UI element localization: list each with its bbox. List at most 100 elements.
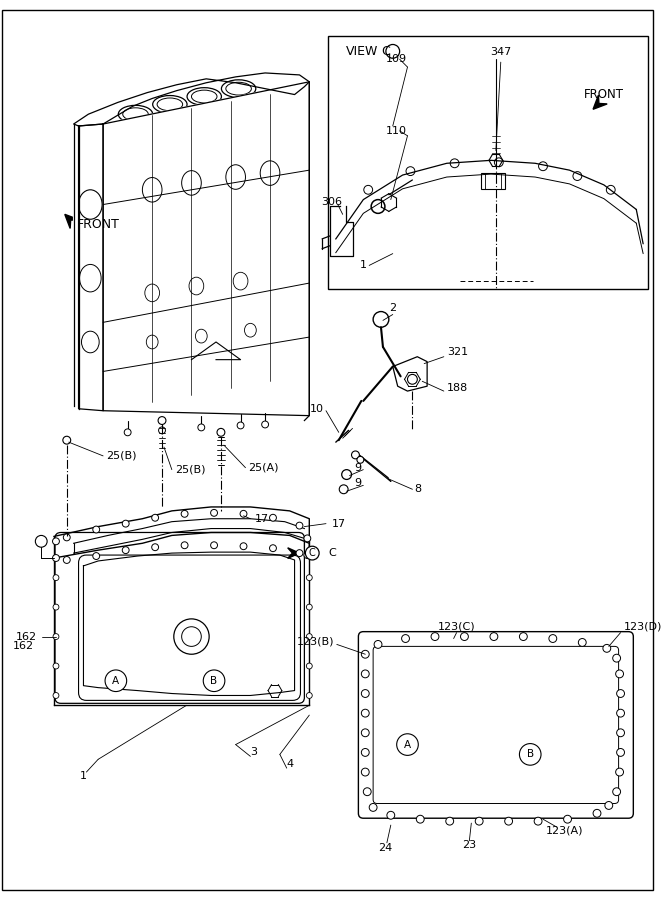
Circle shape [306, 575, 312, 580]
Text: A: A [404, 740, 411, 750]
Circle shape [240, 510, 247, 518]
Circle shape [490, 633, 498, 641]
Ellipse shape [146, 335, 158, 349]
Text: 110: 110 [386, 126, 407, 136]
Ellipse shape [260, 161, 280, 185]
Text: 162: 162 [13, 642, 35, 652]
Circle shape [593, 809, 601, 817]
Polygon shape [73, 73, 309, 126]
Text: 25(B): 25(B) [106, 451, 137, 461]
Text: 25(B): 25(B) [175, 464, 205, 474]
Ellipse shape [118, 105, 153, 123]
Circle shape [520, 743, 541, 765]
Circle shape [53, 663, 59, 669]
Circle shape [357, 456, 364, 464]
Text: FRONT: FRONT [584, 88, 624, 101]
Circle shape [564, 815, 572, 824]
Circle shape [240, 543, 247, 550]
Circle shape [304, 552, 311, 559]
Circle shape [476, 817, 483, 825]
Circle shape [124, 429, 131, 436]
Circle shape [53, 538, 59, 544]
Circle shape [362, 709, 370, 717]
Circle shape [63, 436, 71, 444]
Text: 123(C): 123(C) [438, 622, 476, 632]
Ellipse shape [233, 273, 248, 290]
Text: 8: 8 [414, 484, 422, 494]
Circle shape [362, 768, 370, 776]
Circle shape [446, 817, 454, 825]
Circle shape [53, 554, 59, 562]
Circle shape [151, 544, 159, 551]
Circle shape [158, 417, 166, 425]
Text: 17: 17 [255, 514, 269, 524]
Text: B: B [527, 750, 534, 760]
Circle shape [93, 526, 99, 533]
Text: 3: 3 [250, 747, 257, 758]
Circle shape [616, 670, 624, 678]
Text: 23: 23 [462, 840, 476, 850]
Circle shape [211, 542, 217, 549]
Text: 17: 17 [332, 518, 346, 528]
Circle shape [374, 641, 382, 648]
Circle shape [174, 619, 209, 654]
Circle shape [53, 604, 59, 610]
Ellipse shape [145, 284, 159, 302]
Circle shape [616, 709, 624, 717]
Ellipse shape [142, 177, 162, 202]
Circle shape [53, 575, 59, 580]
Text: C: C [309, 548, 315, 558]
Bar [481, 173, 505, 189]
Ellipse shape [157, 98, 183, 111]
Circle shape [151, 514, 159, 521]
Polygon shape [287, 548, 299, 558]
Text: 123(A): 123(A) [546, 826, 584, 836]
Circle shape [304, 535, 311, 542]
Ellipse shape [153, 95, 187, 113]
Circle shape [305, 546, 319, 560]
Circle shape [181, 626, 201, 646]
Circle shape [269, 514, 276, 521]
Text: 188: 188 [447, 383, 468, 393]
Polygon shape [103, 82, 309, 416]
Circle shape [122, 520, 129, 527]
Circle shape [261, 421, 269, 428]
Ellipse shape [245, 323, 256, 338]
Text: 24: 24 [378, 842, 392, 852]
Circle shape [362, 670, 370, 678]
Text: 9: 9 [354, 463, 362, 473]
Ellipse shape [195, 329, 207, 343]
Text: VIEW: VIEW [346, 45, 378, 58]
Circle shape [35, 536, 47, 547]
Text: FRONT: FRONT [77, 218, 119, 230]
Circle shape [181, 542, 188, 549]
Circle shape [93, 553, 99, 560]
Circle shape [613, 788, 620, 796]
Circle shape [269, 544, 276, 552]
Polygon shape [593, 95, 607, 109]
Ellipse shape [81, 331, 99, 353]
Circle shape [63, 534, 70, 541]
Circle shape [505, 817, 512, 825]
Circle shape [362, 651, 370, 658]
Circle shape [122, 546, 129, 554]
Circle shape [397, 734, 418, 755]
Circle shape [342, 470, 352, 480]
Circle shape [306, 634, 312, 640]
Text: 347: 347 [490, 48, 512, 58]
Circle shape [296, 550, 303, 556]
Text: 306: 306 [321, 196, 342, 207]
Text: 2: 2 [390, 302, 396, 312]
Circle shape [340, 485, 348, 494]
Text: 1: 1 [80, 771, 87, 781]
Ellipse shape [189, 277, 203, 295]
Polygon shape [65, 214, 79, 229]
Circle shape [416, 815, 424, 824]
Ellipse shape [123, 108, 148, 121]
Ellipse shape [226, 165, 245, 189]
Circle shape [387, 811, 395, 819]
Ellipse shape [187, 87, 221, 105]
Text: 4: 4 [286, 760, 293, 770]
Circle shape [362, 689, 370, 698]
Circle shape [352, 451, 360, 459]
